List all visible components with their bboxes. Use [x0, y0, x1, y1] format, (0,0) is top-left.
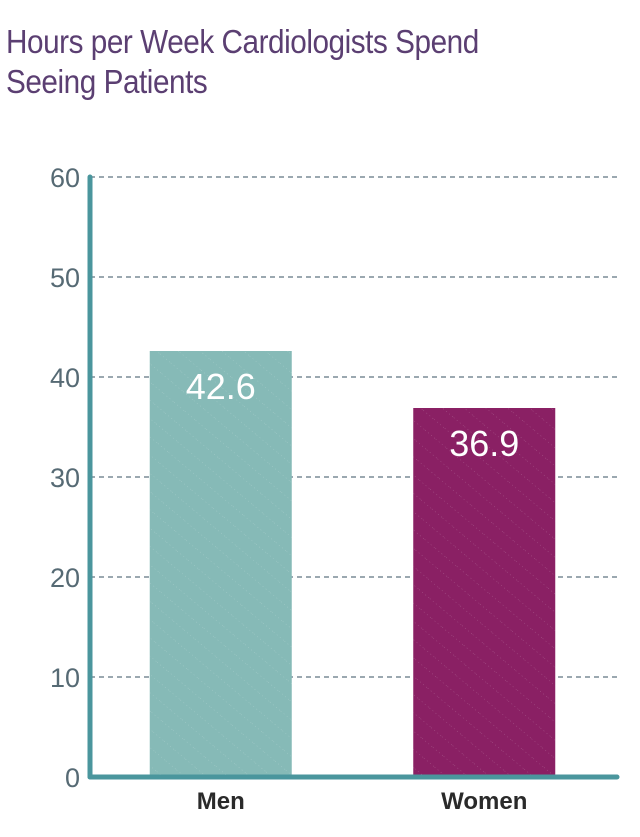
y-tick-label: 60 [50, 163, 80, 193]
y-tick-label: 10 [50, 663, 80, 693]
x-tick-label: Men [197, 788, 245, 815]
y-tick-label: 50 [50, 263, 80, 293]
bar-texture [149, 351, 292, 777]
chart-title: Hours per Week Cardiologists Spend Seein… [6, 23, 479, 100]
data-label: 36.9 [449, 423, 519, 464]
y-tick-label: 20 [50, 563, 80, 593]
data-label: 42.6 [186, 366, 256, 407]
y-tick-label: 40 [50, 363, 80, 393]
bar-texture [413, 408, 556, 777]
x-tick-label: Women [441, 788, 527, 815]
y-tick-label: 30 [50, 463, 80, 493]
y-tick-label: 0 [65, 763, 80, 793]
